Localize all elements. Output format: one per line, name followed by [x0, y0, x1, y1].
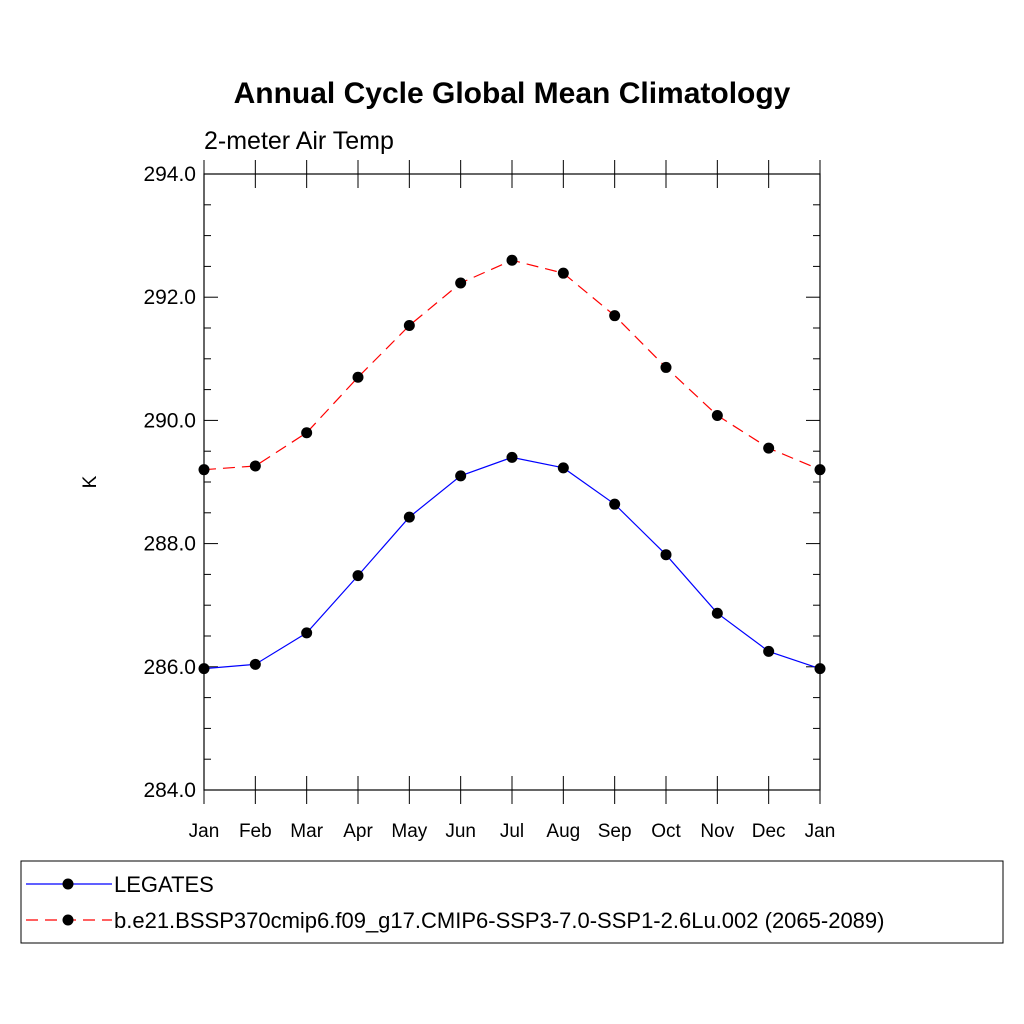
- plot-frame: [203, 173, 821, 791]
- series-2-point: [198, 464, 210, 476]
- series-1-point: [301, 627, 313, 639]
- series-2-point: [763, 442, 775, 454]
- y-tick-label: 284.0: [143, 779, 196, 802]
- series-2-point: [557, 267, 569, 279]
- y-tick-label: 294.0: [143, 163, 196, 186]
- series-1-point: [660, 549, 672, 561]
- series-1-point: [455, 470, 467, 482]
- series-2-point: [609, 310, 621, 322]
- legend: LEGATES b.e21.BSSP370cmip6.f09_g17.CMIP6-…: [26, 872, 884, 933]
- series-2-point: [352, 371, 364, 383]
- legend-label-1: LEGATES: [114, 872, 214, 897]
- series-line-1: [203, 456, 821, 670]
- series-1-point: [198, 663, 210, 675]
- x-tick-label: Jun: [445, 821, 476, 842]
- series-1-point: [609, 498, 621, 510]
- chart-title: Annual Cycle Global Mean Climatology: [234, 77, 791, 110]
- series-1-point: [403, 511, 415, 523]
- series-2-point: [506, 254, 518, 266]
- series-2-point: [249, 460, 261, 472]
- series-1-point: [763, 645, 775, 657]
- x-tick-label: Feb: [239, 821, 272, 842]
- x-tick-label: Nov: [700, 821, 734, 842]
- y-axis-ticks: 284.0 286.0 288.0 290.0 292.0 294.0: [143, 163, 820, 802]
- series-1-point: [557, 462, 569, 474]
- chart-subtitle: 2-meter Air Temp: [204, 127, 394, 155]
- series-1-point: [249, 658, 261, 670]
- y-tick-label: 290.0: [143, 409, 196, 432]
- series-2-point: [301, 427, 313, 439]
- y-axis-label: K: [80, 475, 101, 488]
- y-tick-label: 288.0: [143, 533, 196, 556]
- legend-marker-1: [62, 878, 74, 890]
- y-tick-label: 292.0: [143, 286, 196, 309]
- series-2-point: [403, 320, 415, 332]
- series-1-point: [711, 607, 723, 619]
- series-1-point: [506, 451, 518, 463]
- series-1-point: [814, 663, 826, 675]
- x-tick-label: Jul: [500, 821, 524, 842]
- y-tick-label: 286.0: [143, 656, 196, 679]
- plot-axes: [203, 173, 821, 791]
- series-2-point: [455, 277, 467, 289]
- x-tick-label: Sep: [598, 821, 632, 842]
- x-tick-label: Dec: [752, 821, 786, 842]
- x-tick-label: Jan: [805, 821, 836, 842]
- x-tick-label: Aug: [546, 821, 580, 842]
- series-1-point: [352, 570, 364, 582]
- legend-marker-2: [62, 914, 74, 926]
- x-axis-ticks: Jan Feb Mar Apr May Jun Jul Aug Sep Oct Nov Dec Jan: [189, 160, 836, 842]
- x-tick-label: Mar: [290, 821, 323, 842]
- series-2-point: [711, 409, 723, 421]
- x-tick-label: Apr: [343, 821, 373, 842]
- series-line-2: [203, 259, 821, 471]
- legend-box: [20, 860, 1004, 944]
- x-tick-label: Oct: [651, 821, 681, 842]
- legend-label-2: b.e21.BSSP370cmip6.f09_g17.CMIP6-SSP3-7.…: [114, 908, 884, 933]
- x-tick-label: Jan: [189, 821, 220, 842]
- x-tick-label: May: [391, 821, 427, 842]
- data-series: [198, 254, 826, 675]
- series-2-point: [660, 361, 672, 373]
- series-2-point: [814, 464, 826, 476]
